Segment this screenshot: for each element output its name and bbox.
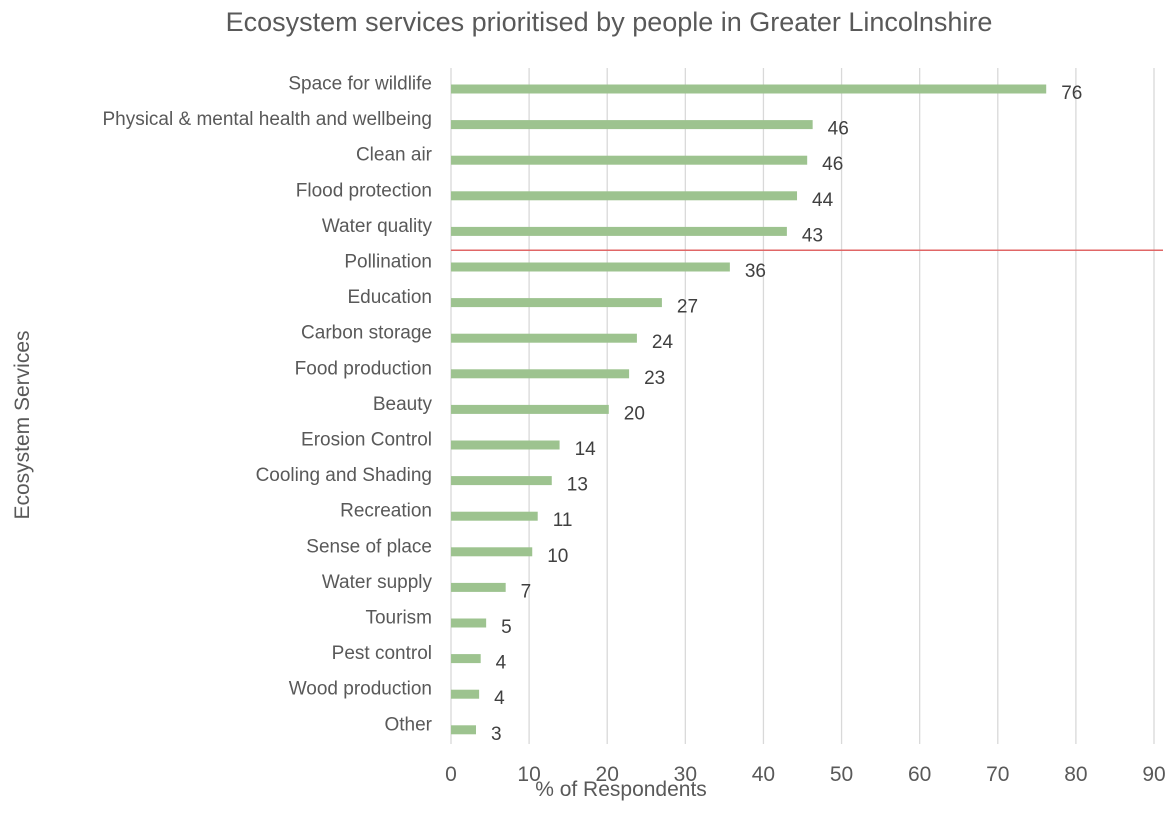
data-label: 36 [745, 261, 766, 282]
bar [451, 298, 662, 308]
data-label: 13 [567, 475, 588, 496]
category-label: Carbon storage [301, 323, 432, 344]
bar [451, 725, 476, 735]
bar [451, 262, 730, 272]
y-axis-title: Ecosystem Services [11, 330, 34, 519]
gridlines [450, 68, 1155, 744]
bar [451, 333, 637, 343]
data-label: 23 [644, 368, 665, 389]
x-tick-label: 90 [1142, 763, 1165, 786]
x-axis-title: % of Respondents [535, 778, 707, 801]
bar [451, 404, 609, 414]
data-label: 20 [624, 403, 645, 424]
data-label: 4 [496, 653, 507, 674]
category-label: Tourism [365, 608, 432, 629]
bar [451, 689, 480, 699]
data-label: 46 [822, 154, 843, 175]
category-label: Space for wildlife [288, 74, 432, 95]
data-label: 7 [521, 581, 532, 602]
category-label: Beauty [373, 394, 433, 415]
data-label: 44 [812, 190, 834, 211]
bars [451, 84, 1047, 735]
data-label: 10 [547, 546, 568, 567]
category-label: Pollination [344, 252, 432, 273]
bar [451, 369, 630, 379]
x-tick-label: 70 [986, 763, 1009, 786]
data-label: 11 [553, 510, 573, 531]
category-label: Recreation [340, 501, 432, 522]
category-label: Water quality [322, 216, 433, 237]
category-label: Water supply [322, 572, 433, 593]
bar [451, 120, 813, 130]
bar [451, 582, 506, 592]
category-label: Food production [295, 358, 432, 379]
category-label: Sense of place [306, 536, 432, 557]
category-label: Physical & mental health and wellbeing [102, 109, 432, 130]
x-tick-label: 60 [908, 763, 931, 786]
category-label: Flood protection [296, 180, 432, 201]
bar [451, 155, 808, 165]
bar [451, 84, 1047, 94]
bar [451, 511, 538, 521]
data-label: 43 [802, 225, 823, 246]
data-label: 3 [491, 724, 502, 745]
x-tick-label: 20 [596, 763, 619, 786]
bar [451, 440, 560, 450]
category-label: Other [384, 714, 432, 735]
category-label: Wood production [289, 679, 432, 700]
x-tick-label: 80 [1064, 763, 1087, 786]
data-label: 5 [501, 617, 512, 638]
x-tick-labels: 0 10 20 30 40 50 60 70 80 90 [445, 763, 1166, 786]
data-label: 76 [1061, 83, 1082, 104]
x-tick-label: 10 [517, 763, 540, 786]
bar [451, 476, 552, 486]
data-label: 27 [677, 297, 698, 318]
bar [451, 654, 481, 664]
category-labels: Space for wildlife Physical & mental heal… [102, 74, 432, 736]
data-label: 4 [494, 688, 505, 709]
category-label: Erosion Control [301, 430, 432, 451]
chart-title: Ecosystem services prioritised by people… [226, 7, 993, 37]
category-label: Clean air [356, 145, 433, 166]
bar [451, 191, 798, 201]
x-tick-label: 50 [830, 763, 853, 786]
x-tick-label: 0 [445, 763, 457, 786]
data-label: 14 [575, 439, 597, 460]
bar [451, 547, 533, 557]
category-label: Cooling and Shading [256, 465, 432, 486]
data-label: 24 [652, 332, 674, 353]
data-label: 46 [828, 119, 849, 140]
x-tick-label: 30 [674, 763, 697, 786]
bar [451, 226, 787, 236]
bar [451, 618, 487, 628]
category-label: Education [347, 287, 432, 308]
category-label: Pest control [332, 643, 432, 664]
x-tick-label: 40 [752, 763, 775, 786]
